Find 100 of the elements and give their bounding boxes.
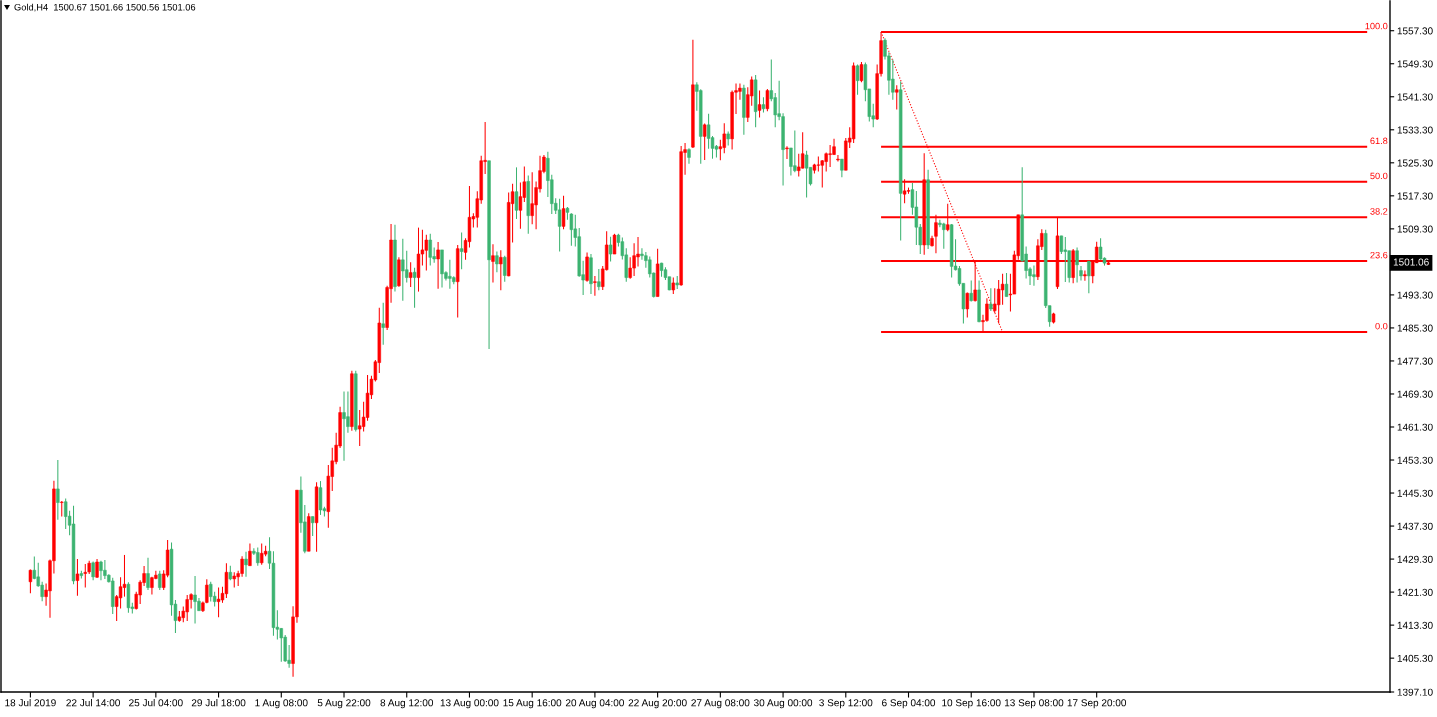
candlestick <box>785 145 789 160</box>
x-tick-label: 13 Aug 00:00 <box>440 699 499 709</box>
candlestick <box>1083 270 1087 282</box>
x-tick-label: 3 Sep 12:00 <box>819 699 873 709</box>
candlestick <box>56 459 60 521</box>
series-label: 23.6 <box>1370 251 1388 259</box>
candlestick <box>793 130 797 173</box>
candlestick <box>518 182 523 230</box>
y-tick-label: 1413.30 <box>1397 621 1433 629</box>
series-label: 50.0 <box>1370 172 1388 180</box>
candlestick <box>381 302 385 346</box>
y-tick-label: 1429.30 <box>1397 555 1433 563</box>
candlestick <box>836 154 840 163</box>
candlestick <box>436 241 440 290</box>
x-tick-label: 5 Aug 22:00 <box>317 699 371 709</box>
candlestick <box>193 575 197 624</box>
candlestick <box>804 150 809 199</box>
chart-title: Gold,H4 1500.67 1501.66 1500.56 1501.06 <box>14 3 196 12</box>
y-tick-label: 1461.30 <box>1397 423 1433 431</box>
candlestick <box>342 390 346 462</box>
y-tick-label: 1557.30 <box>1397 27 1433 35</box>
x-tick-label: 13 Sep 08:00 <box>1004 699 1064 709</box>
candlestick <box>1000 273 1005 306</box>
y-tick-label: 1509.30 <box>1397 225 1433 233</box>
candlestick <box>448 259 452 290</box>
y-tick-label: 1549.30 <box>1397 60 1433 68</box>
y-tick-label: 1421.30 <box>1397 588 1433 596</box>
y-tick-label: 1477.30 <box>1397 357 1433 365</box>
candlestick <box>855 64 860 96</box>
y-tick-label: 1541.30 <box>1397 93 1433 101</box>
x-tick-label: 1 Aug 08:00 <box>255 699 308 709</box>
y-tick-label: 1469.30 <box>1397 390 1433 398</box>
x-tick-label: 22 Aug 20:00 <box>628 699 687 709</box>
x-tick-label: 15 Aug 16:00 <box>503 699 562 709</box>
candlestick <box>585 251 589 283</box>
candlestick <box>408 261 413 288</box>
candlestick <box>702 123 707 161</box>
candlestick <box>244 551 248 578</box>
candlestick <box>989 287 993 312</box>
candlestick <box>765 88 770 112</box>
candlestick <box>797 153 801 177</box>
candlestick <box>310 516 315 537</box>
y-tick-label: 1445.30 <box>1397 489 1433 497</box>
x-tick-label: 27 Aug 08:00 <box>691 699 750 709</box>
candlestick <box>495 251 499 273</box>
x-tick-label: 17 Sep 20:00 <box>1067 699 1127 709</box>
x-tick-label: 22 Jul 14:00 <box>66 698 120 707</box>
candlestick <box>424 234 429 272</box>
candlestick <box>103 559 107 580</box>
series-label: 100.0 <box>1365 22 1388 30</box>
candlestick <box>969 279 973 303</box>
candlestick <box>412 267 417 309</box>
x-tick-label: 10 Sep 16:00 <box>942 699 1001 709</box>
candlestick <box>248 542 252 567</box>
y-tick-label: 1485.30 <box>1397 324 1433 332</box>
x-tick-label: 20 Aug 04:00 <box>565 699 624 709</box>
candlestick <box>840 158 844 178</box>
y-tick-label: 1437.30 <box>1397 522 1433 530</box>
candlestick <box>1032 265 1036 287</box>
candlestick <box>459 232 464 270</box>
candlestick <box>1059 235 1064 255</box>
candlestick <box>1075 246 1079 284</box>
candlestick <box>491 243 495 284</box>
candlestick <box>146 557 150 591</box>
candlestick <box>942 222 946 250</box>
x-tick-label: 8 Aug 12:00 <box>380 699 434 709</box>
candlestick <box>938 219 942 228</box>
x-tick-label: 25 Jul 04:00 <box>129 698 183 707</box>
y-tick-label: 1493.30 <box>1397 291 1433 299</box>
y-tick-label: 1397.10 <box>1397 688 1433 696</box>
candlestick <box>405 250 409 284</box>
candlestick <box>260 542 264 566</box>
y-tick-label: 1517.30 <box>1397 192 1433 200</box>
annotation: 1501.06 <box>1393 258 1429 266</box>
candlestick <box>597 268 601 291</box>
candlestick <box>859 61 864 83</box>
series-label: 61.8 <box>1370 137 1388 145</box>
x-tick-label: 30 Aug 00:00 <box>753 699 813 709</box>
candlestick <box>440 249 444 288</box>
candlestick <box>209 581 213 603</box>
candlestick <box>1004 272 1009 298</box>
candlestick <box>428 233 432 267</box>
series-label: 0.0 <box>1375 322 1388 330</box>
candlestick <box>28 568 33 594</box>
candlestick <box>1087 260 1091 294</box>
candlestick <box>965 291 969 319</box>
y-tick-label: 1405.30 <box>1397 654 1433 662</box>
y-tick-label: 1453.30 <box>1397 456 1433 464</box>
x-tick-label: 29 Jul 18:00 <box>191 698 246 707</box>
candlestick <box>83 563 87 589</box>
candlestick <box>895 84 899 111</box>
candlestick <box>514 166 519 220</box>
x-tick-label: 18 Jul 2019 <box>5 698 56 707</box>
candlestick <box>401 238 405 302</box>
y-tick-label: 1533.30 <box>1397 126 1433 134</box>
candlestick <box>503 255 507 283</box>
candlestick <box>158 570 162 591</box>
x-tick-label: 6 Sep 04:00 <box>882 699 936 709</box>
candlestick <box>828 144 832 168</box>
candlestick <box>593 275 597 297</box>
